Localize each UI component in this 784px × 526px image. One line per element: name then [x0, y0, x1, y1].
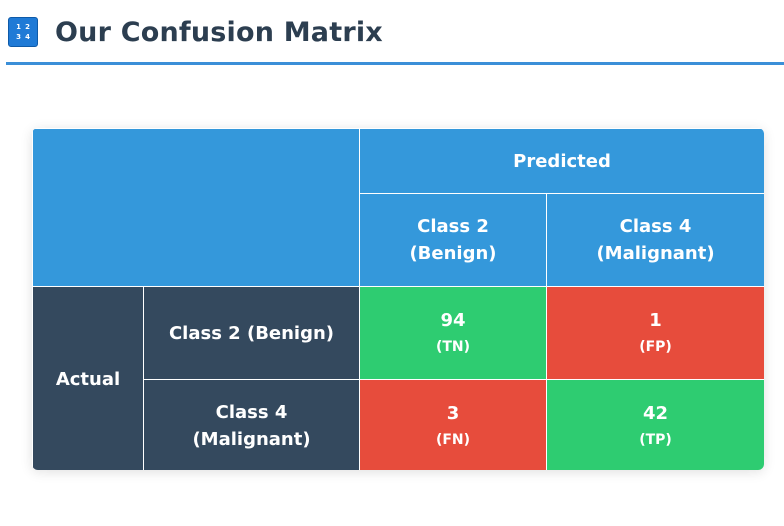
true-negative-count: 94	[440, 310, 466, 331]
confusion-matrix-table: Predicted Class 2 (Benign) Class 4 (Mali…	[32, 128, 764, 470]
page-title: Our Confusion Matrix	[55, 16, 383, 48]
actual-header: Actual	[32, 286, 144, 470]
actual-class-2-name: Class 2 (Benign)	[168, 322, 335, 344]
predicted-class-2-header: Class 2 (Benign)	[359, 193, 547, 287]
false-positive-label: (FP)	[639, 339, 672, 355]
false-negative-label: (FN)	[435, 432, 471, 448]
false-positive-cell: 1 (FP)	[545, 286, 764, 380]
icon-digit: 1	[16, 22, 21, 31]
true-positive-cell: 42 (TP)	[545, 379, 764, 470]
confusion-matrix: Predicted Class 2 (Benign) Class 4 (Mali…	[32, 128, 764, 470]
actual-class-4-name: Class 4	[215, 402, 288, 423]
input-numbers-icon: 1 2 3 4	[8, 17, 38, 47]
predicted-class-4-header: Class 4 (Malignant)	[545, 193, 764, 287]
predicted-class-2-name: Class 2	[417, 216, 489, 237]
matrix-corner-cell	[32, 128, 360, 287]
actual-class-2-header: Class 2 (Benign)	[143, 286, 360, 380]
predicted-class-4-name: Class 4	[619, 216, 692, 237]
icon-digit: 2	[25, 22, 30, 31]
true-negative-cell: 94 (TN)	[359, 286, 547, 380]
false-negative-cell: 3 (FN)	[359, 379, 547, 470]
actual-class-4-desc: (Malignant)	[192, 429, 311, 450]
true-negative-label: (TN)	[435, 339, 471, 355]
actual-class-4-header: Class 4 (Malignant)	[143, 379, 360, 470]
page-header: 1 2 3 4 Our Confusion Matrix	[8, 10, 383, 54]
icon-digit: 4	[25, 32, 30, 41]
icon-digit: 3	[16, 32, 21, 41]
predicted-class-2-desc: (Benign)	[409, 243, 497, 264]
true-positive-label: (TP)	[639, 432, 672, 448]
title-divider	[6, 62, 784, 65]
false-negative-count: 3	[446, 403, 460, 424]
false-positive-count: 1	[649, 310, 662, 331]
predicted-header: Predicted	[358, 128, 764, 194]
predicted-class-4-desc: (Malignant)	[596, 243, 715, 264]
true-positive-count: 42	[642, 403, 669, 424]
